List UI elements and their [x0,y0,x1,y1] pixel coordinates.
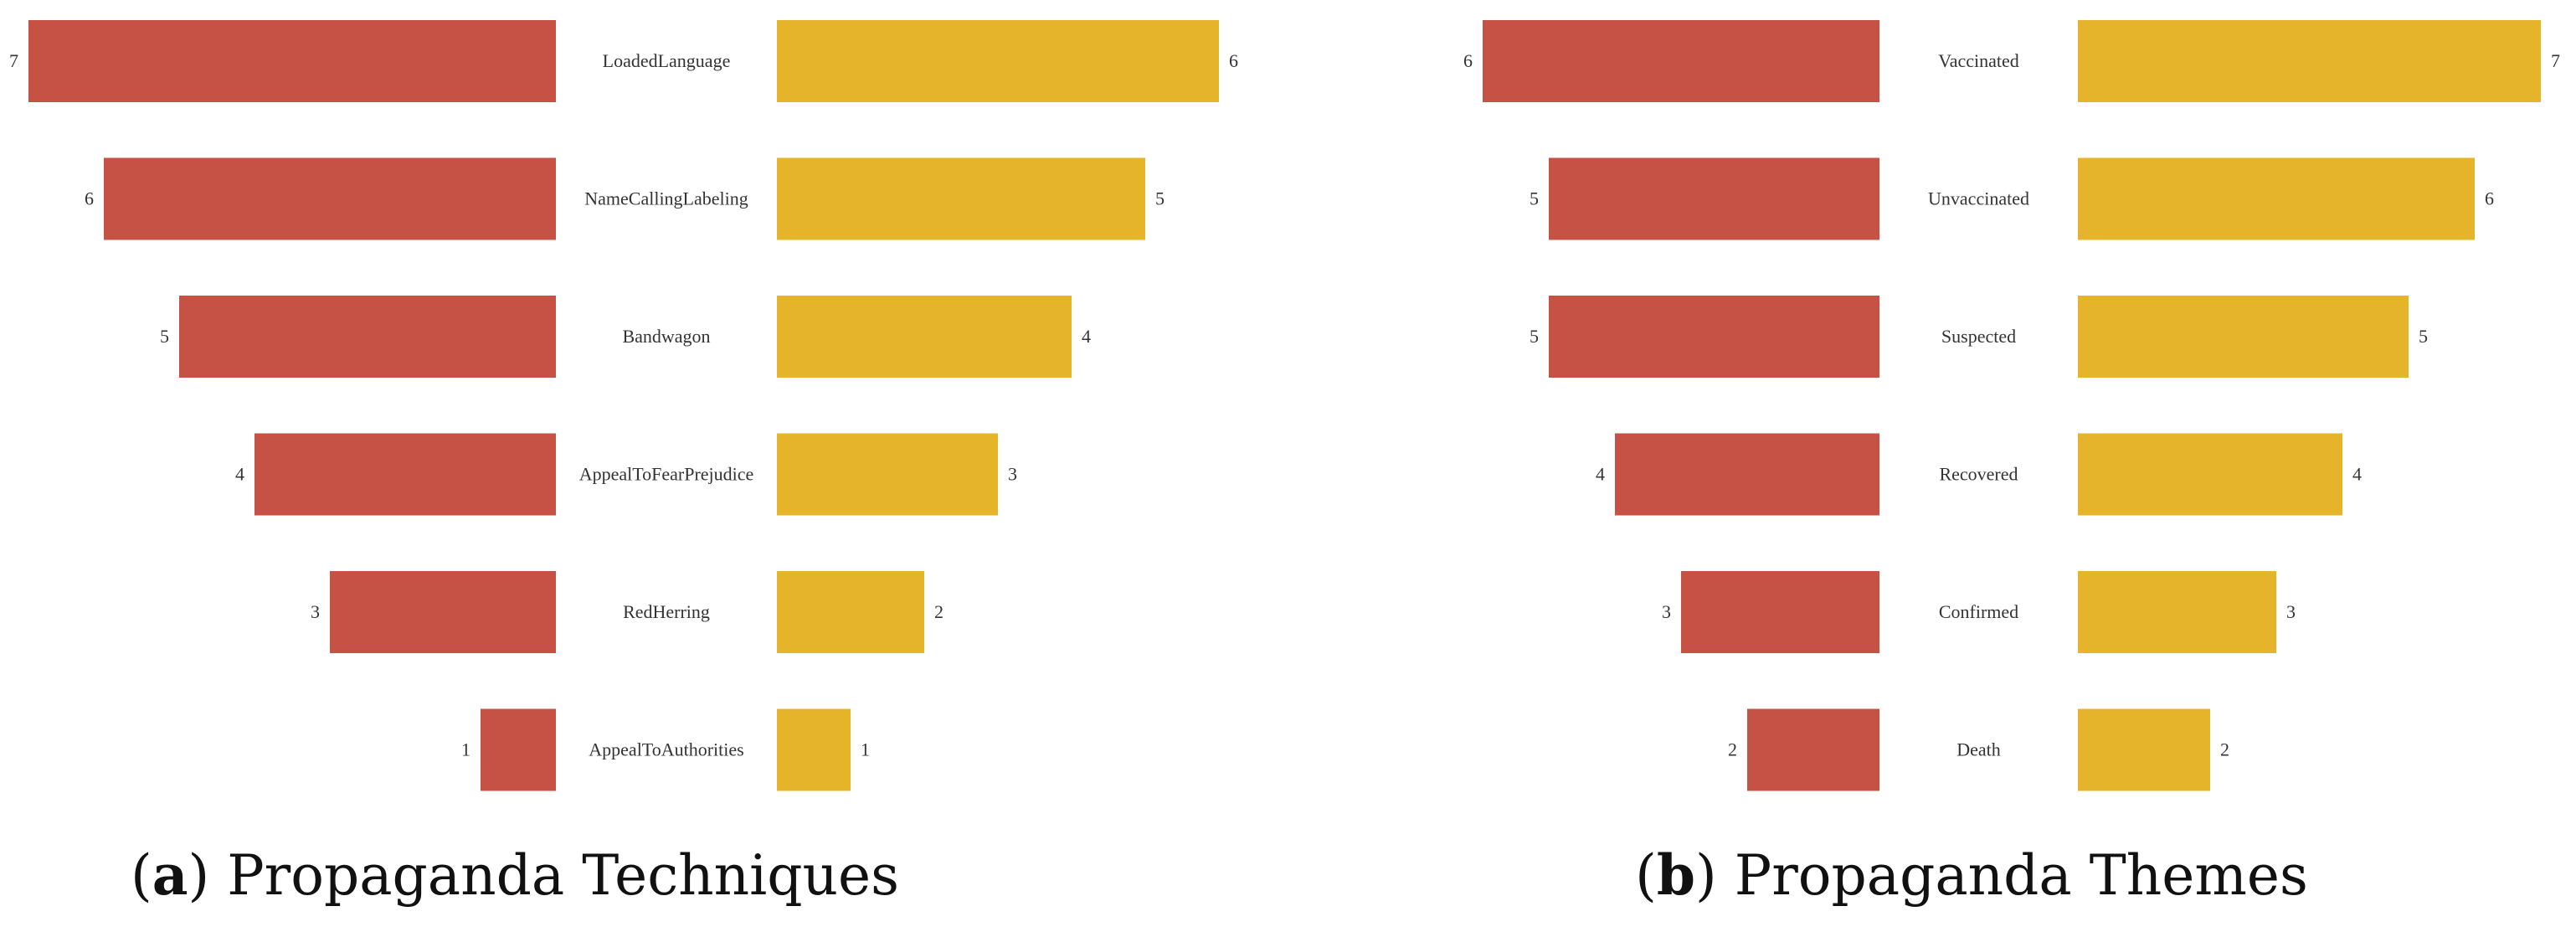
bar-right-0 [777,20,1219,102]
category-label-2: Suspected [1941,326,2016,347]
bar-right-0 [2078,20,2541,102]
bar-right-5 [2078,708,2210,791]
caption-b: (b) Propaganda Themes [1635,842,2308,908]
value-label-left-3: 4 [235,464,244,485]
value-label-right-4: 2 [934,601,944,622]
bar-left-2 [179,296,556,378]
value-label-left-5: 1 [461,739,470,760]
bar-left-0 [1483,20,1879,102]
bar-right-2 [777,296,1072,378]
value-label-right-0: 7 [2551,50,2560,71]
value-label-left-2: 5 [1530,326,1539,347]
bar-left-1 [104,157,556,240]
bar-right-4 [2078,571,2276,653]
bar-right-5 [777,708,851,791]
bar-right-1 [2078,157,2475,240]
value-label-left-3: 4 [1596,464,1605,485]
value-label-left-5: 2 [1728,739,1737,760]
category-label-3: Recovered [1939,464,2018,485]
bar-left-4 [1681,571,1879,653]
bar-right-4 [777,571,924,653]
value-label-right-2: 4 [1082,326,1091,347]
value-label-left-0: 7 [9,50,18,71]
bar-right-2 [2078,296,2409,378]
category-label-2: Bandwagon [622,326,710,347]
caption-a: (a) Propaganda Techniques [131,842,899,908]
bar-left-5 [1747,708,1879,791]
category-label-0: Vaccinated [1938,50,2019,71]
value-label-right-3: 3 [1008,464,1017,485]
value-label-left-4: 3 [1662,601,1671,622]
value-label-right-5: 1 [861,739,870,760]
bar-right-3 [777,433,998,516]
category-label-1: Unvaccinated [1928,188,2029,209]
bar-left-0 [28,20,556,102]
category-label-5: AppealToAuthorities [589,739,743,760]
value-label-right-1: 5 [1155,188,1165,209]
bar-right-3 [2078,433,2342,516]
bar-left-4 [330,571,556,653]
bar-left-3 [1615,433,1879,516]
bar-left-5 [481,708,556,791]
value-label-left-0: 6 [1463,50,1473,71]
value-label-left-4: 3 [311,601,320,622]
category-label-0: LoadedLanguage [603,50,731,71]
value-label-right-0: 6 [1229,50,1238,71]
category-label-5: Death [1956,739,2001,760]
bar-left-1 [1549,157,1879,240]
panel-b: 6 Vaccinated 7 5 Unvaccinated 6 5 Suspected 5 4 Re… [1463,20,2560,791]
value-label-left-1: 5 [1530,188,1539,209]
bar-left-3 [255,433,556,516]
category-label-4: Confirmed [1939,601,2018,622]
value-label-right-3: 4 [2352,464,2362,485]
value-label-right-5: 2 [2220,739,2229,760]
value-label-right-1: 6 [2485,188,2494,209]
value-label-left-2: 5 [160,326,169,347]
panel-a: 7 LoadedLanguage 6 6 NameCallingLabeling 5 5 Ba… [9,20,1238,791]
bar-right-1 [777,157,1145,240]
category-label-1: NameCallingLabeling [584,188,748,209]
value-label-right-4: 3 [2286,601,2296,622]
bar-left-2 [1549,296,1879,378]
value-label-right-2: 5 [2419,326,2428,347]
category-label-3: AppealToFearPrejudice [579,464,754,485]
value-label-left-1: 6 [85,188,94,209]
category-label-4: RedHerring [623,601,710,622]
